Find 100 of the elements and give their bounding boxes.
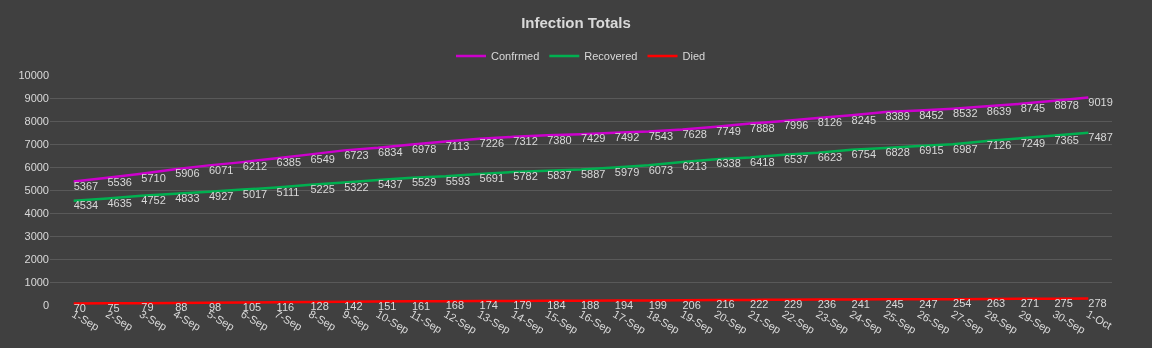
data-label: 8452 bbox=[919, 108, 944, 121]
y-tick-label: 1000 bbox=[24, 275, 49, 288]
data-label: 245 bbox=[885, 297, 904, 310]
data-label: 161 bbox=[411, 299, 431, 312]
legend-label: Confrmed bbox=[491, 50, 540, 63]
data-label: 5979 bbox=[614, 165, 640, 178]
data-label: 278 bbox=[1088, 296, 1107, 309]
legend-label: Died bbox=[682, 50, 706, 63]
data-label: 194 bbox=[614, 298, 634, 311]
data-label: 5593 bbox=[445, 174, 471, 187]
data-label: 7113 bbox=[445, 139, 470, 152]
data-label: 5111 bbox=[276, 185, 300, 198]
data-label: 6385 bbox=[276, 156, 302, 169]
data-label: 6212 bbox=[242, 160, 268, 173]
data-label: 5691 bbox=[479, 172, 505, 185]
data-label: 247 bbox=[919, 297, 938, 310]
data-label: 229 bbox=[783, 297, 803, 310]
y-tick-label: 9000 bbox=[24, 91, 49, 104]
data-label: 4927 bbox=[208, 189, 234, 202]
data-label: 254 bbox=[953, 297, 972, 310]
y-tick-label: 6000 bbox=[24, 160, 49, 173]
data-label: 7226 bbox=[479, 137, 505, 150]
data-label: 7365 bbox=[1054, 133, 1079, 146]
data-label: 6418 bbox=[750, 155, 775, 168]
data-label: 216 bbox=[716, 298, 735, 311]
data-label: 6071 bbox=[208, 163, 234, 176]
data-label: 7429 bbox=[581, 132, 606, 145]
y-tick-label: 8000 bbox=[24, 114, 49, 127]
data-label: 6834 bbox=[378, 146, 403, 159]
data-label: 4635 bbox=[107, 196, 132, 209]
y-tick-label: 5000 bbox=[24, 183, 49, 196]
data-label: 8126 bbox=[817, 116, 843, 129]
data-label: 7249 bbox=[1020, 136, 1046, 149]
data-label: 199 bbox=[648, 298, 667, 311]
y-tick-label: 0 bbox=[42, 298, 49, 311]
data-label: 4833 bbox=[175, 192, 200, 205]
data-label: 184 bbox=[547, 299, 566, 312]
data-label: 7312 bbox=[513, 135, 538, 148]
data-label: 8878 bbox=[1054, 99, 1079, 112]
data-label: 5322 bbox=[344, 180, 369, 193]
data-label: 7492 bbox=[614, 130, 640, 143]
data-label: 6549 bbox=[310, 152, 335, 165]
y-tick-label: 10000 bbox=[18, 68, 49, 81]
data-label: 142 bbox=[344, 299, 363, 312]
data-label: 7543 bbox=[648, 129, 674, 142]
data-label: 6978 bbox=[411, 142, 437, 155]
chart-title: Infection Totals bbox=[521, 13, 631, 31]
data-label: 6213 bbox=[682, 160, 707, 173]
data-label: 5437 bbox=[378, 178, 403, 191]
data-label: 168 bbox=[445, 299, 465, 312]
data-label: 222 bbox=[750, 298, 769, 311]
data-label: 6073 bbox=[648, 163, 674, 176]
data-label: 5367 bbox=[73, 179, 99, 192]
data-label: 5906 bbox=[175, 167, 200, 180]
data-label: 188 bbox=[581, 298, 600, 311]
data-label: 6338 bbox=[716, 157, 741, 170]
data-label: 5837 bbox=[547, 169, 572, 181]
data-label: 241 bbox=[851, 297, 870, 310]
legend-label: Recovered bbox=[584, 50, 638, 63]
data-label: 5017 bbox=[242, 187, 268, 200]
data-label: 5225 bbox=[310, 183, 335, 196]
data-label: 7126 bbox=[986, 139, 1012, 152]
data-label: 6915 bbox=[919, 144, 944, 157]
data-label: 6537 bbox=[783, 152, 809, 165]
data-label: 151 bbox=[378, 299, 397, 312]
y-tick-label: 7000 bbox=[24, 137, 49, 150]
data-label: 5710 bbox=[141, 171, 166, 184]
data-label: 8532 bbox=[953, 107, 978, 120]
data-label: 263 bbox=[986, 297, 1006, 310]
data-label: 5536 bbox=[107, 175, 132, 188]
data-label: 5529 bbox=[411, 176, 437, 189]
y-tick-label: 4000 bbox=[24, 206, 49, 219]
data-label: 7749 bbox=[716, 125, 741, 138]
y-tick-label: 3000 bbox=[24, 229, 49, 242]
data-label: 275 bbox=[1054, 296, 1073, 309]
data-label: 6987 bbox=[953, 142, 978, 155]
data-label: 4752 bbox=[141, 193, 166, 206]
data-label: 5887 bbox=[581, 167, 606, 180]
data-label: 236 bbox=[817, 297, 837, 310]
data-label: 179 bbox=[513, 299, 532, 312]
data-label: 7888 bbox=[750, 121, 775, 134]
data-label: 6723 bbox=[344, 148, 369, 161]
data-label: 206 bbox=[682, 298, 701, 311]
data-label: 7996 bbox=[783, 119, 809, 132]
data-label: 174 bbox=[479, 299, 498, 312]
data-label: 8745 bbox=[1020, 102, 1046, 115]
data-label: 9019 bbox=[1088, 95, 1113, 108]
data-label: 6754 bbox=[851, 147, 877, 160]
data-label: 8639 bbox=[986, 104, 1012, 117]
y-tick-label: 2000 bbox=[24, 252, 49, 265]
data-label: 271 bbox=[1020, 297, 1040, 310]
data-label: 8389 bbox=[885, 110, 910, 123]
data-label: 7380 bbox=[547, 133, 572, 146]
data-label: 6828 bbox=[885, 146, 910, 159]
data-label: 6623 bbox=[817, 150, 843, 163]
data-label: 8245 bbox=[851, 113, 877, 126]
data-label: 7628 bbox=[682, 127, 707, 140]
data-label: 5782 bbox=[513, 170, 538, 183]
data-label: 4534 bbox=[73, 198, 99, 211]
data-label: 7487 bbox=[1088, 131, 1113, 144]
